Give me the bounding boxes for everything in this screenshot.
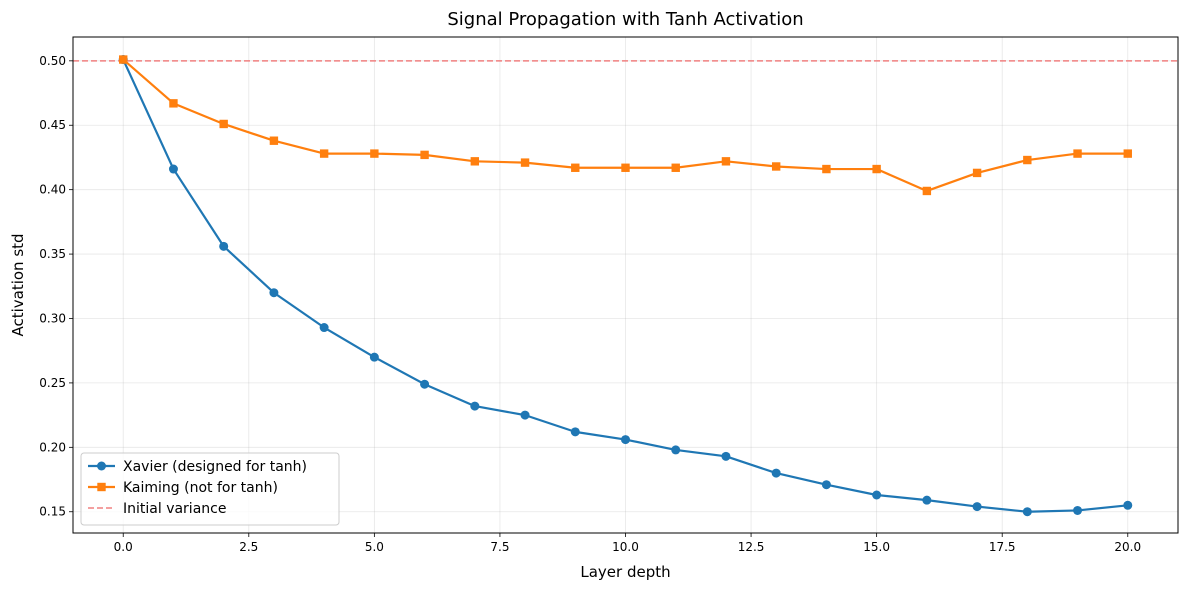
data-point (119, 55, 128, 64)
data-point (1123, 149, 1132, 158)
data-point (1123, 500, 1133, 510)
legend-marker (97, 461, 106, 471)
data-point (319, 149, 329, 158)
legend-box (80, 452, 340, 526)
data-point (872, 490, 882, 500)
data-point (821, 480, 831, 490)
data-point (721, 451, 731, 461)
data-point (269, 288, 279, 298)
data-point (922, 186, 932, 196)
data-point (621, 163, 630, 172)
data-point (369, 352, 379, 362)
data-point (972, 502, 982, 512)
data-point (470, 401, 480, 411)
legend: Xavier (designed for tanh) Kaiming (not f… (80, 452, 340, 526)
x-tick-label: 0.0 (114, 540, 133, 554)
x-tick-label: 10.0 (612, 540, 639, 554)
data-point (1073, 149, 1082, 158)
data-point (520, 410, 530, 420)
data-point (671, 445, 681, 455)
x-tick-label: 12.5 (738, 540, 765, 554)
data-point (168, 164, 178, 174)
chart-title: Signal Propagation with Tanh Activation (447, 9, 803, 30)
x-tick-label: 20.0 (1114, 540, 1141, 554)
x-tick-label: 7.5 (490, 540, 509, 554)
x-tick-label: 2.5 (239, 540, 258, 554)
legend-item: Initial variance (88, 501, 226, 517)
data-point (1023, 155, 1032, 165)
data-point (771, 162, 781, 171)
data-point (420, 150, 429, 160)
legend-marker (97, 482, 106, 492)
x-tick-label: 5.0 (365, 540, 384, 554)
data-point (571, 163, 580, 172)
legend-label: Xavier (designed for tanh) (123, 459, 307, 475)
legend-item: Kaiming (not for tanh) (88, 480, 278, 496)
data-point (872, 164, 881, 174)
data-point (269, 136, 279, 145)
y-axis-title: Activation std (9, 233, 27, 336)
y-tick-label: 0.45 (39, 118, 66, 132)
data-point (822, 164, 831, 174)
data-point (219, 119, 228, 129)
data-point (370, 149, 379, 158)
data-point (219, 241, 229, 251)
series-group (118, 55, 1133, 517)
x-tick-label: 15.0 (863, 540, 890, 554)
legend-label: Kaiming (not for tanh) (123, 480, 278, 496)
data-point (771, 468, 781, 478)
y-tick-label: 0.50 (39, 54, 66, 68)
data-point (520, 158, 530, 167)
series-kaiming (119, 55, 1132, 196)
data-point (470, 157, 480, 166)
data-point (420, 379, 430, 389)
data-point (922, 495, 932, 505)
y-tick-label: 0.35 (39, 247, 66, 261)
data-point (570, 427, 580, 437)
data-point (721, 157, 731, 166)
y-tick-label: 0.20 (39, 440, 66, 454)
series-xavier (118, 55, 1133, 517)
y-tick-label: 0.15 (39, 505, 66, 519)
data-point (1073, 505, 1083, 515)
legend-item: Xavier (designed for tanh) (88, 459, 307, 475)
data-point (169, 99, 178, 108)
x-axis-title: Layer depth (580, 563, 670, 581)
data-point (671, 163, 680, 172)
data-point (621, 435, 630, 445)
y-tick-label: 0.25 (39, 376, 66, 390)
data-point (972, 168, 982, 178)
axis-ticks: 0.0 2.5 5.0 7.5 10.0 12.5 15.0 17.5 20.0 0.15 0.20… (39, 54, 1141, 554)
data-point (1022, 507, 1032, 517)
y-tick-label: 0.30 (39, 311, 66, 325)
x-tick-label: 17.5 (989, 540, 1016, 554)
y-tick-label: 0.40 (39, 183, 66, 197)
legend-label: Initial variance (123, 501, 226, 517)
data-point (319, 323, 329, 333)
